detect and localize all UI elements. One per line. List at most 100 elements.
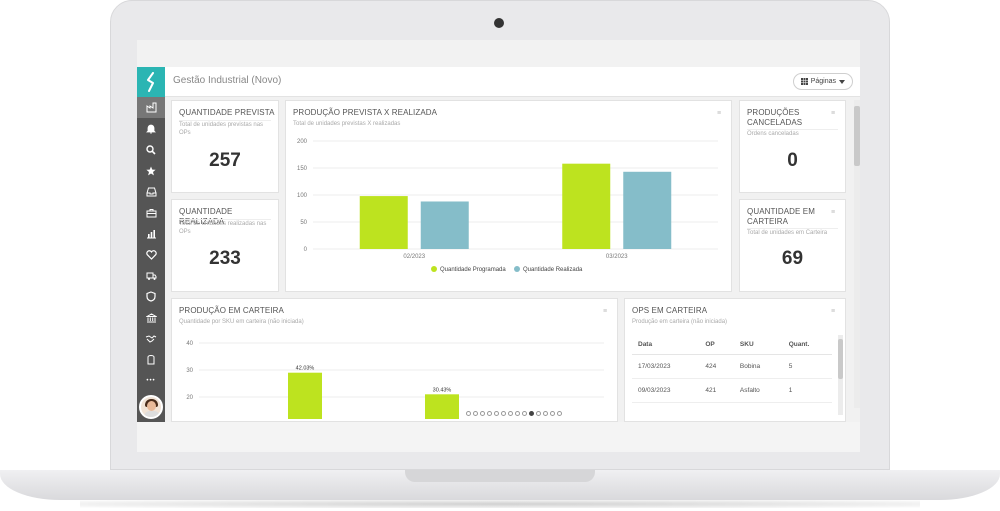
pagination-dot[interactable] (508, 411, 513, 416)
bar (562, 163, 611, 249)
card-menu-icon[interactable]: ≡ (830, 308, 836, 315)
sidebar-item-health[interactable] (137, 244, 165, 265)
card-planned-quantity: QUANTIDADE PREVISTA Total de unidades pr… (171, 100, 279, 193)
card-subtitle: Quantidade por SKU em carteira (não inic… (179, 319, 304, 325)
sidebar: ••• (137, 97, 165, 422)
bar (425, 394, 459, 419)
dashboard-content: QUANTIDADE PREVISTA Total de unidades pr… (165, 97, 860, 422)
page-scroll-thumb[interactable] (854, 106, 860, 166)
table-row[interactable]: 09/03/2023 421 Asfalto 1 (632, 378, 832, 403)
legend-marker (514, 266, 520, 272)
column-header-date[interactable]: Data (632, 335, 700, 355)
card-title: QUANTIDADE REALIZADA (179, 207, 233, 226)
card-menu-icon[interactable]: ≡ (830, 110, 836, 117)
pagination-dot[interactable] (529, 411, 534, 416)
table-row[interactable]: 17/03/2023 424 Bobina 5 (632, 354, 832, 379)
sidebar-item-notifications[interactable] (137, 118, 165, 139)
y-tick-label: 40 (186, 341, 193, 347)
table-scroll-thumb[interactable] (838, 339, 843, 379)
card-subtitle: Total de unidades em Carteira (747, 230, 828, 236)
sidebar-item-search[interactable] (137, 139, 165, 160)
sidebar-item-finance[interactable] (137, 307, 165, 328)
card-title: PRODUÇÃO EM CARTEIRA (179, 306, 284, 315)
data-label: 30.43% (433, 387, 452, 393)
sidebar-item-users[interactable] (137, 349, 165, 370)
user-badge-icon (147, 354, 155, 364)
sidebar-item-reports[interactable] (137, 223, 165, 244)
sidebar-item-security[interactable] (137, 286, 165, 307)
pagination-dot[interactable] (473, 411, 478, 416)
y-tick-label: 150 (297, 166, 308, 172)
card-subtitle: Total de unidades previstas nas OPs (179, 122, 264, 136)
card-subtitle: Total de unidades previstas X realizadas (293, 121, 401, 127)
briefcase-icon (146, 208, 156, 217)
pagination-dot[interactable] (557, 411, 562, 416)
pagination-dot[interactable] (522, 411, 527, 416)
sidebar-item-partners[interactable] (137, 328, 165, 349)
card-title: QUANTIDADE PREVISTA (179, 108, 275, 117)
app-logo-icon[interactable] (137, 67, 165, 97)
cell-op: 421 (699, 378, 734, 403)
y-tick-label: 0 (304, 247, 308, 253)
card-production-portfolio: PRODUÇÃO EM CARTEIRA Quantidade por SKU … (171, 298, 618, 422)
bar-chart-icon (146, 229, 156, 238)
bank-icon (145, 312, 157, 322)
y-tick-label: 100 (297, 193, 308, 199)
planned-quantity-value: 257 (209, 150, 241, 171)
pages-dropdown-button[interactable]: Páginas (792, 73, 853, 90)
pages-label: Páginas (810, 78, 836, 85)
card-menu-icon[interactable]: ≡ (830, 209, 836, 216)
app-title: Gestão Industrial (Novo) (173, 75, 282, 86)
column-header-op[interactable]: OP (699, 335, 734, 355)
pagination-dot[interactable] (536, 411, 541, 416)
pagination-dot[interactable] (543, 411, 548, 416)
sidebar-item-logistics[interactable] (137, 265, 165, 286)
ops-table: Data OP SKU Quant. 17/03/2023 424 Bobina… (632, 335, 832, 403)
card-menu-icon[interactable]: ≡ (716, 110, 722, 117)
bar (420, 201, 469, 249)
sidebar-item-favorites[interactable] (137, 160, 165, 181)
cell-sku: Asfalto (733, 378, 783, 403)
card-title: OPS EM CARTEIRA (632, 306, 708, 315)
user-avatar[interactable] (139, 395, 163, 419)
card-subtitle: Produção em carteira (não iniciada) (632, 319, 728, 325)
pagination-dot[interactable] (466, 411, 471, 416)
search-icon (146, 144, 156, 155)
cell-quantity: 5 (782, 354, 832, 379)
planned-vs-realized-chart: 0 50 100 150 200 02/2023 03/2023 Quantidade Pro… (297, 139, 718, 273)
pagination-dot[interactable] (494, 411, 499, 416)
camera-icon (494, 18, 504, 28)
bell-icon (146, 124, 156, 134)
card-subtitle: Ordens canceladas (747, 131, 799, 137)
more-icon: ••• (146, 377, 156, 384)
sidebar-item-inbox[interactable] (137, 181, 165, 202)
laptop-notch (405, 470, 595, 482)
sidebar-item-portfolio[interactable] (137, 202, 165, 223)
caret-down-icon (839, 79, 845, 84)
pagination-dot[interactable] (515, 411, 520, 416)
cell-sku: Bobina (733, 354, 783, 379)
column-header-quantity[interactable]: Quant. (782, 335, 832, 355)
card-menu-icon[interactable]: ≡ (602, 308, 608, 315)
y-tick-label: 30 (186, 368, 193, 374)
inbox-icon (146, 187, 156, 196)
sidebar-item-factory[interactable] (137, 97, 165, 118)
pagination-dot[interactable] (487, 411, 492, 416)
pagination-dot[interactable] (501, 411, 506, 416)
truck-icon (146, 272, 156, 280)
heart-icon (145, 249, 157, 260)
y-tick-label: 50 (300, 220, 307, 226)
pagination-dot[interactable] (550, 411, 555, 416)
card-title: PRODUÇÃO PREVISTA X REALIZADA (293, 108, 438, 117)
data-label: 42.03% (296, 366, 315, 372)
card-portfolio-quantity: QUANTIDADE EM CARTEIRA Total de unidades… (739, 199, 846, 292)
column-header-sku[interactable]: SKU (733, 335, 783, 355)
laptop-shadow (80, 500, 920, 508)
pagination-dot[interactable] (480, 411, 485, 416)
y-tick-label: 200 (297, 139, 308, 145)
table-scrollbar[interactable] (838, 335, 843, 415)
page-scrollbar[interactable] (854, 100, 860, 408)
shield-icon (146, 291, 156, 302)
table-header-row: Data OP SKU Quant. (632, 335, 832, 355)
sidebar-item-more[interactable]: ••• (137, 370, 165, 391)
